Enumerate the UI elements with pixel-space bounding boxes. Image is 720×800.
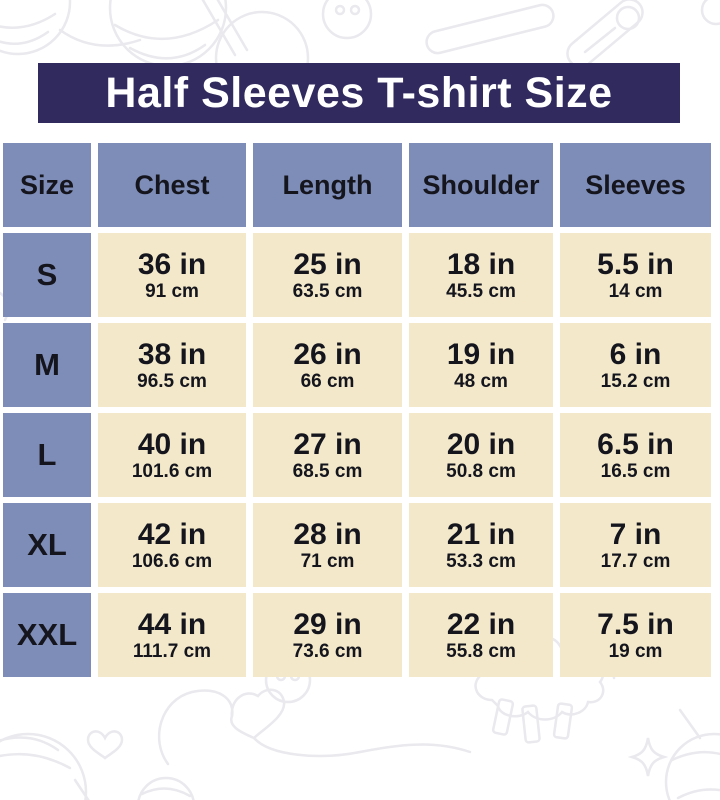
length-cell: 27 in 68.5 cm xyxy=(253,413,402,497)
measurement-cm: 106.6 cm xyxy=(131,550,213,572)
length-cell: 29 in 73.6 cm xyxy=(253,593,402,677)
sleeves-cell: 5.5 in 14 cm xyxy=(560,233,711,317)
shoulder-cell: 19 in 48 cm xyxy=(409,323,553,407)
measurement-in: 42 in xyxy=(137,517,207,551)
sleeves-cell: 7 in 17.7 cm xyxy=(560,503,711,587)
measurement-cm: 16.5 cm xyxy=(600,460,671,482)
chest-cell: 42 in 106.6 cm xyxy=(98,503,246,587)
measurement-in: 18 in xyxy=(446,247,516,281)
column-header-chest: Chest xyxy=(98,143,246,227)
measurement-cm: 63.5 cm xyxy=(292,280,363,302)
measurement-cm: 19 cm xyxy=(608,640,663,662)
column-header-shoulder: Shoulder xyxy=(409,143,553,227)
shoulder-cell: 18 in 45.5 cm xyxy=(409,233,553,317)
measurement-cm: 68.5 cm xyxy=(292,460,363,482)
yarn-ball-icon xyxy=(664,708,720,800)
size-chart-table: Size Chest Length Shoulder Sleeves S 36 … xyxy=(3,143,711,677)
measurement-in: 36 in xyxy=(137,247,207,281)
measurement-cm: 101.6 cm xyxy=(131,460,213,482)
size-label: M xyxy=(3,323,91,407)
length-cell: 25 in 63.5 cm xyxy=(253,233,402,317)
measurement-cm: 66 cm xyxy=(300,370,355,392)
length-cell: 28 in 71 cm xyxy=(253,503,402,587)
measurement-cm: 45.5 cm xyxy=(446,280,516,302)
measurement-in: 27 in xyxy=(293,427,362,461)
measurement-in: 40 in xyxy=(137,427,207,461)
shoulder-cell: 21 in 53.3 cm xyxy=(409,503,553,587)
measurement-cm: 96.5 cm xyxy=(137,370,207,392)
knitting-needle-icon xyxy=(425,3,555,55)
yarn-ball-icon xyxy=(137,776,195,800)
heart-icon xyxy=(86,730,124,760)
yarn-ball-icon xyxy=(0,732,90,800)
measurement-cm: 53.3 cm xyxy=(446,550,516,572)
chest-cell: 40 in 101.6 cm xyxy=(98,413,246,497)
measurement-cm: 91 cm xyxy=(145,280,199,302)
measurement-in: 38 in xyxy=(137,337,207,371)
size-label: XXL xyxy=(3,593,91,677)
size-label: S xyxy=(3,233,91,317)
column-header-size: Size xyxy=(3,143,91,227)
measurement-in: 21 in xyxy=(446,517,516,551)
measurement-in: 26 in xyxy=(293,337,362,371)
measurement-in: 20 in xyxy=(446,427,516,461)
sleeves-cell: 6.5 in 16.5 cm xyxy=(560,413,711,497)
yarn-cluster-icon xyxy=(108,0,310,106)
button-icon xyxy=(321,0,373,40)
page-title: Half Sleeves T-shirt Size xyxy=(105,68,613,117)
measurement-in: 29 in xyxy=(293,607,362,641)
measurement-cm: 111.7 cm xyxy=(132,640,212,662)
measurement-cm: 15.2 cm xyxy=(600,370,671,392)
measurement-cm: 55.8 cm xyxy=(446,640,516,662)
measurement-in: 6.5 in xyxy=(597,427,674,461)
measurement-in: 19 in xyxy=(446,337,516,371)
measurement-cm: 73.6 cm xyxy=(292,640,363,662)
safety-pin-icon xyxy=(566,0,644,68)
shoulder-cell: 22 in 55.8 cm xyxy=(409,593,553,677)
measurement-in: 22 in xyxy=(446,607,516,641)
measurement-in: 5.5 in xyxy=(597,247,674,281)
length-cell: 26 in 66 cm xyxy=(253,323,402,407)
measurement-in: 7 in xyxy=(609,517,662,551)
measurement-cm: 71 cm xyxy=(300,550,355,572)
measurement-cm: 50.8 cm xyxy=(446,460,516,482)
chest-cell: 36 in 91 cm xyxy=(98,233,246,317)
column-header-sleeves: Sleeves xyxy=(560,143,711,227)
shoulder-cell: 20 in 50.8 cm xyxy=(409,413,553,497)
measurement-in: 6 in xyxy=(609,337,662,371)
size-label: XL xyxy=(3,503,91,587)
measurement-in: 25 in xyxy=(293,247,362,281)
chest-cell: 44 in 111.7 cm xyxy=(98,593,246,677)
measurement-in: 28 in xyxy=(293,517,362,551)
button-icon xyxy=(700,0,720,26)
column-header-length: Length xyxy=(253,143,402,227)
title-bar: Half Sleeves T-shirt Size xyxy=(38,63,680,123)
size-label: L xyxy=(3,413,91,497)
thread-heart-icon xyxy=(157,688,472,766)
yarn-ball-icon xyxy=(0,0,142,56)
sleeves-cell: 7.5 in 19 cm xyxy=(560,593,711,677)
measurement-cm: 48 cm xyxy=(454,370,508,392)
sparkle-icon xyxy=(627,737,669,777)
measurement-in: 44 in xyxy=(137,607,207,641)
measurement-cm: 17.7 cm xyxy=(600,550,671,572)
chest-cell: 38 in 96.5 cm xyxy=(98,323,246,407)
sleeves-cell: 6 in 15.2 cm xyxy=(560,323,711,407)
measurement-cm: 14 cm xyxy=(608,280,663,302)
measurement-in: 7.5 in xyxy=(597,607,674,641)
